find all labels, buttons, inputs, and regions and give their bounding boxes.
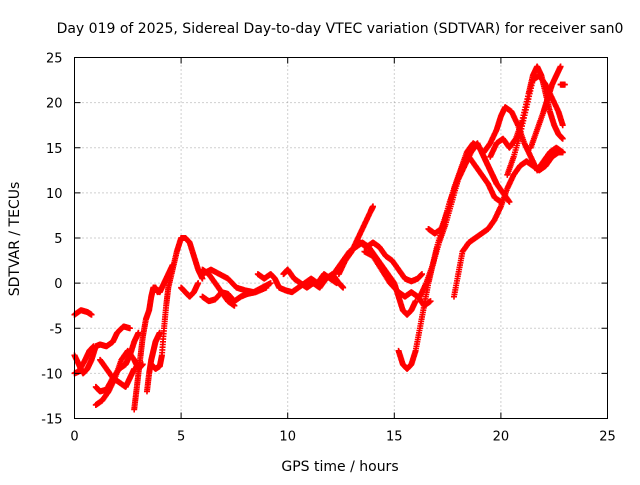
y-axis-label: SDTVAR / TECUs — [7, 182, 23, 297]
series-track-b — [71, 323, 133, 377]
data-point — [231, 302, 238, 309]
data-point — [419, 271, 426, 278]
x-axis-label: GPS time / hours — [281, 459, 398, 475]
y-tick-label: 10 — [46, 187, 63, 202]
series-track-s — [357, 239, 426, 285]
data-point — [412, 298, 419, 305]
series-track-n — [199, 266, 274, 296]
chart-title: Day 019 of 2025, Sidereal Day-to-day VTE… — [57, 21, 624, 37]
data-point — [267, 280, 274, 287]
series-track-k — [178, 280, 202, 300]
x-tick-label: 0 — [70, 430, 78, 445]
x-tick-label: 20 — [493, 430, 510, 445]
series-track-i — [148, 235, 206, 372]
series-track-aa — [504, 72, 566, 178]
data-point — [195, 280, 202, 287]
series-track-o — [254, 271, 340, 296]
data-point — [135, 329, 142, 336]
x-tick-label: 15 — [386, 430, 403, 445]
series-track-f — [97, 356, 138, 390]
y-tick-label: 15 — [46, 142, 63, 157]
y-tick-label: 5 — [54, 232, 62, 247]
data-point — [559, 135, 566, 142]
series-track-ab — [527, 63, 564, 151]
data-point — [369, 203, 376, 210]
series-track-a — [71, 307, 95, 318]
x-tick-label: 10 — [279, 430, 296, 445]
data-point — [559, 149, 566, 156]
x-tick-label: 5 — [177, 430, 185, 445]
data-point — [427, 298, 434, 305]
data-point — [559, 122, 566, 129]
series-track-ac — [557, 81, 568, 88]
y-tick-label: -10 — [41, 367, 62, 382]
series-track-r — [335, 203, 376, 278]
series-track-j — [156, 262, 176, 296]
data-point — [561, 81, 568, 88]
data-point — [156, 329, 163, 336]
data-point — [169, 262, 176, 269]
data-point — [126, 325, 133, 332]
y-tick-label: 0 — [54, 277, 62, 292]
y-tick-label: -5 — [50, 322, 63, 337]
series-track-w — [425, 140, 500, 237]
x-tick-label: 25 — [599, 430, 616, 445]
series-track-x — [450, 149, 566, 300]
series-track-u — [395, 153, 504, 372]
data-point — [493, 180, 500, 187]
y-tick-label: -15 — [41, 413, 62, 428]
data-point — [90, 343, 97, 350]
series-track-e — [92, 347, 146, 408]
y-tick-label: 20 — [46, 97, 63, 112]
data-point — [340, 284, 347, 291]
series-track-c — [71, 343, 97, 377]
axis-ticks: 0 5 10 15 20 25 -15 -10 -5 0 5 10 15 20 25 — [41, 52, 616, 445]
data-point — [506, 198, 513, 205]
data-point — [131, 365, 138, 372]
data-point — [88, 311, 95, 318]
data-points — [71, 63, 568, 413]
series-track-y — [480, 104, 566, 174]
data-point — [557, 63, 564, 70]
y-tick-label: 25 — [46, 52, 63, 67]
